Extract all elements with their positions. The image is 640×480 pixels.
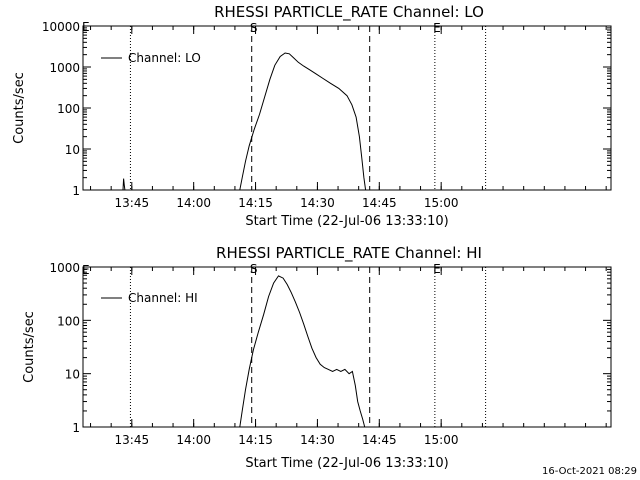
lo-channel-panel: RHESSI PARTICLE_RATE Channel: LO Counts/… [12,3,612,229]
hi-x-tick-label: 14:15 [238,433,273,447]
lo-y-axis-label: Counts/sec [12,72,27,144]
lo-x-tick-label: 14:30 [300,196,335,210]
lo-y-tick-label: 1000 [49,61,80,75]
lo-x-tick-label: 14:15 [238,196,273,210]
lo-x-tick-label: 13:45 [115,196,150,210]
hi-x-axis-label: Start Time (22-Jul-06 13:33:10) [245,456,448,471]
lo-chart-title: RHESSI PARTICLE_RATE Channel: LO [214,3,484,22]
hi-y-tick-label: 1000 [49,261,80,275]
hi-channel-panel: RHESSI PARTICLE_RATE Channel: HI Counts/… [22,244,612,471]
hi-x-tick-label: 14:00 [176,433,211,447]
lo-corner-marker: E [82,20,90,34]
lo-marker-label: E [433,21,441,35]
lo-y-tick-label: 10000 [42,20,80,34]
hi-corner-marker: E [82,263,90,277]
lo-marker-label: S [250,21,258,35]
hi-series-line [239,275,366,428]
hi-plot-frame [82,266,612,428]
hi-x-tick-label: 15:00 [424,433,459,447]
lo-series-line [122,52,367,191]
hi-x-tick-label: 14:45 [362,433,397,447]
hi-y-axis-label: Counts/sec [22,311,37,383]
hi-y-tick-label: 1 [72,421,80,435]
lo-x-tick-label: 15:00 [424,196,459,210]
lo-x-axis-label: Start Time (22-Jul-06 13:33:10) [245,214,448,229]
lo-x-tick-label: 14:00 [176,196,211,210]
lo-y-tick-label: 10 [65,143,80,157]
lo-x-tick-label: 14:45 [362,196,397,210]
footer-timestamp: 16-Oct-2021 08:29 [542,466,637,477]
hi-marker-label: S [250,262,258,276]
hi-y-tick-label: 100 [57,314,80,328]
hi-chart-title: RHESSI PARTICLE_RATE Channel: HI [216,244,482,263]
lo-legend-label: Channel: LO [128,51,201,65]
lo-y-tick-label: 1 [72,184,80,198]
lo-y-tick-label: 100 [57,102,80,116]
hi-x-tick-label: 14:30 [300,433,335,447]
hi-x-tick-label: 13:45 [115,433,150,447]
hi-legend-label: Channel: HI [128,291,198,305]
hi-y-tick-label: 10 [65,368,80,382]
hi-marker-label: E [433,262,441,276]
